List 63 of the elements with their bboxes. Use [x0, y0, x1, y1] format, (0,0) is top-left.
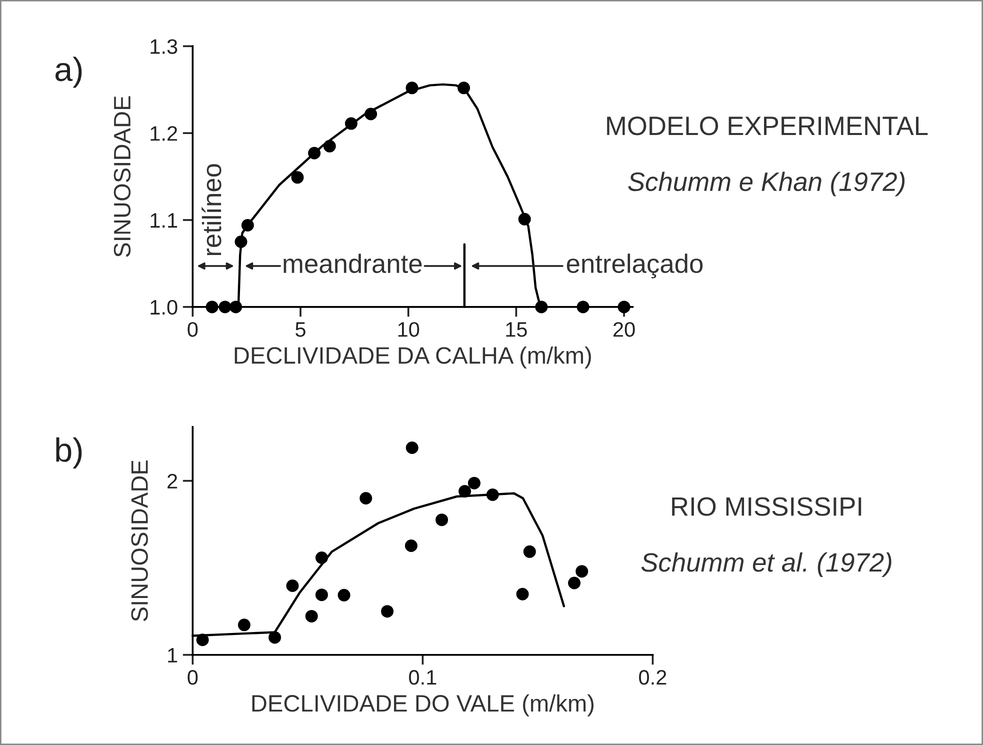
point — [486, 488, 499, 502]
x-tick-label: 0 — [188, 322, 198, 337]
point — [458, 82, 470, 94]
point — [568, 576, 581, 590]
text: Schumm e Khan (1972) — [628, 172, 905, 196]
y-tick-label: 1 — [168, 648, 178, 662]
point — [268, 631, 282, 644]
point — [238, 618, 250, 632]
text: b) — [56, 437, 82, 468]
point — [315, 552, 328, 564]
point — [406, 82, 418, 94]
point — [436, 514, 448, 526]
point — [218, 300, 232, 314]
y-axis-title: SINUOSIDADE — [114, 96, 131, 257]
text: Schumm et al. (1972) — [641, 552, 892, 577]
y-tick-label: 1.0 — [150, 300, 178, 315]
point — [286, 580, 299, 592]
point — [364, 108, 378, 120]
text: RIO MISSISSIPI — [672, 497, 862, 516]
point — [468, 476, 480, 490]
annotation: entrelaçado — [566, 254, 703, 278]
point — [291, 171, 304, 184]
x-tick-label: 0.2 — [639, 670, 666, 685]
x-tick-label: 10 — [398, 322, 420, 337]
y-tick-label: 2 — [168, 474, 178, 488]
y-tick-label: 1.3 — [150, 39, 178, 54]
point — [196, 634, 209, 646]
x-tick-label: 5 — [296, 322, 306, 337]
point — [516, 588, 529, 600]
point — [338, 588, 350, 602]
y-tick-label: 1.1 — [150, 213, 178, 228]
text: MODELO EXPERIMENTAL — [607, 116, 928, 136]
point — [576, 565, 588, 578]
point — [230, 300, 242, 314]
point — [458, 485, 472, 498]
point — [576, 300, 590, 314]
x-tick-label: 0.1 — [409, 670, 436, 685]
point — [360, 492, 372, 504]
x-axis-title: DECLIVIDADE DO VALE (m/km) — [252, 694, 594, 716]
x-tick-label: 15 — [506, 322, 527, 337]
point — [308, 146, 321, 160]
text: a) — [55, 56, 82, 88]
x-axis-title: DECLIVIDADE DA CALHA (m/km) — [234, 346, 591, 368]
x-tick-label: 20 — [613, 322, 635, 337]
point — [535, 300, 548, 314]
x-tick-label: 0 — [188, 670, 198, 685]
point — [344, 117, 358, 130]
point — [381, 605, 394, 618]
point — [518, 212, 531, 226]
point — [305, 610, 318, 622]
y-tick-label: 1.2 — [150, 126, 178, 141]
point — [618, 300, 630, 314]
point — [315, 588, 328, 602]
point — [323, 140, 336, 152]
annotation: retilíneo — [202, 164, 222, 256]
point — [406, 442, 418, 454]
point — [241, 218, 254, 232]
point — [404, 539, 418, 552]
annotation: meandrante — [284, 254, 422, 274]
point — [206, 300, 218, 314]
point — [523, 545, 536, 558]
point — [234, 236, 248, 248]
y-axis-title: SINUOSIDADE — [131, 460, 148, 622]
